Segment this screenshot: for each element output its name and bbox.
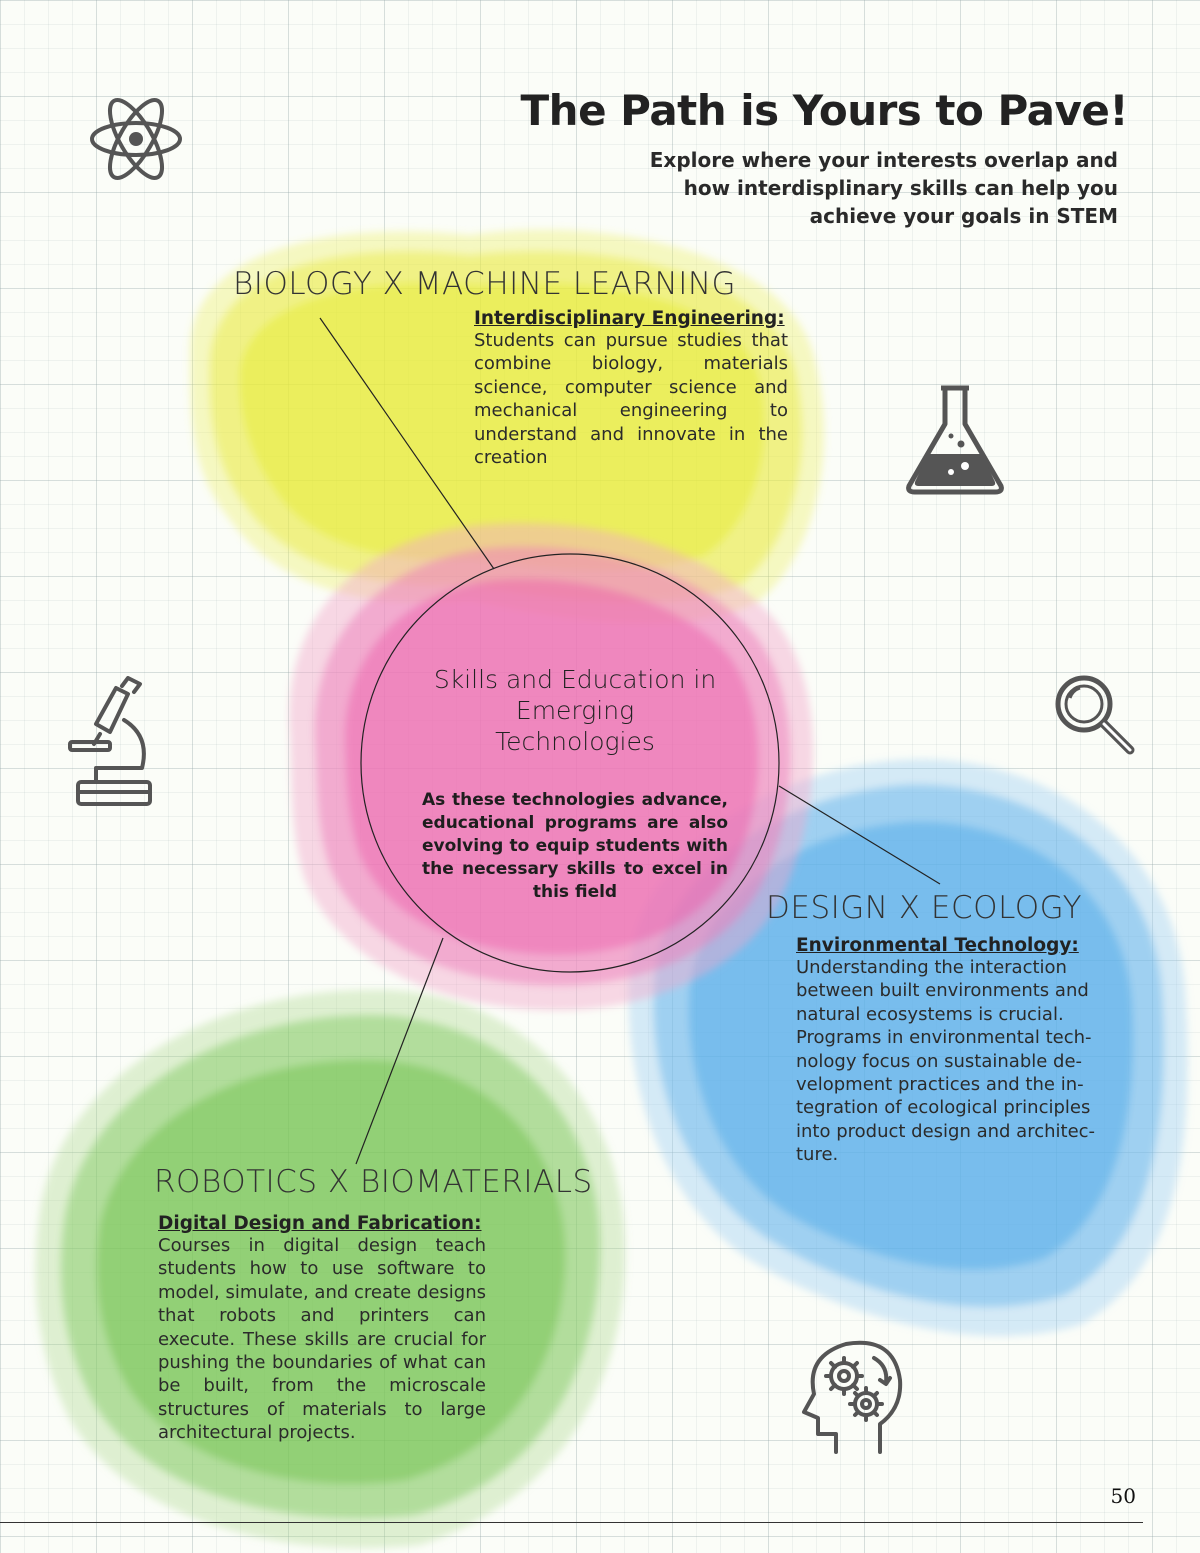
design-card-title: Environmental Technology:: [796, 935, 1079, 956]
center-title-line: Technologies: [495, 727, 655, 756]
design-heading: DESIGN X ECOLOGY: [766, 890, 1083, 926]
center-circle: [360, 553, 780, 973]
subtitle-line: how interdisplinary skills can help you: [683, 176, 1118, 200]
connector-line-design: [778, 785, 941, 885]
biology-heading: BIOLOGY X MACHINE LEARNING: [233, 266, 737, 302]
design-card-line: ture.: [796, 1144, 839, 1166]
connector-line-biology: [319, 317, 495, 570]
green-blob: [35, 989, 626, 1549]
design-card-line: nology focus on sustainable de-: [796, 1050, 1083, 1072]
subtitle-line: Explore where your interests overlap and: [649, 148, 1118, 172]
magnifier-icon: [1052, 672, 1138, 758]
robotics-card-title: Digital Design and Fabrication:: [158, 1213, 482, 1234]
design-card-line: into product design and architec-: [796, 1120, 1096, 1142]
page-title: The Path is Yours to Pave!: [520, 86, 1129, 135]
biology-card-body: Students can pursue studies that combine…: [474, 330, 788, 469]
blue-blob: [628, 759, 1188, 1336]
footer-rule: [0, 1522, 1143, 1523]
robotics-card-body: Courses in digital design teach students…: [158, 1235, 486, 1444]
flask-icon: [903, 382, 1007, 498]
biology-card: Interdisciplinary Engineering: Students …: [474, 308, 788, 469]
center-body: As these technologies advance, education…: [422, 790, 728, 902]
biology-card-title: Interdisciplinary Engineering:: [474, 308, 785, 329]
design-card-line: natural ecosystems is crucial.: [796, 1003, 1064, 1025]
design-card-line: Understanding the interaction: [796, 957, 1067, 978]
design-card-line: velopment practices and the in-: [796, 1074, 1084, 1096]
yellow-blob: [190, 229, 824, 624]
atom-icon: [86, 94, 186, 184]
center-title-line: Skills and Education in: [433, 665, 717, 694]
center-title-line: Emerging: [515, 696, 635, 725]
page-number: 50: [1110, 1484, 1136, 1508]
robotics-card: Digital Design and Fabrication: Courses …: [158, 1213, 486, 1445]
design-card-line: Programs in environmental tech-: [796, 1027, 1092, 1049]
center-title: Skills and Education in Emerging Technol…: [400, 664, 750, 757]
design-card-body: Understanding the interaction between bu…: [796, 956, 1136, 1167]
microscope-icon: [66, 676, 156, 808]
subtitle-line: achieve your goals in STEM: [809, 204, 1118, 228]
design-card: Environmental Technology: Understanding …: [796, 935, 1136, 1167]
design-card-line: tegration of ecological principles: [796, 1097, 1091, 1119]
connector-line-robotics: [355, 937, 444, 1165]
robotics-heading: ROBOTICS X BIOMATERIALS: [154, 1164, 593, 1200]
pink-blob: [289, 523, 814, 1011]
page-subtitle: Explore where your interests overlap and…: [558, 146, 1118, 230]
design-card-line: between built environments and: [796, 980, 1089, 1002]
brain-gears-icon: [796, 1336, 906, 1456]
